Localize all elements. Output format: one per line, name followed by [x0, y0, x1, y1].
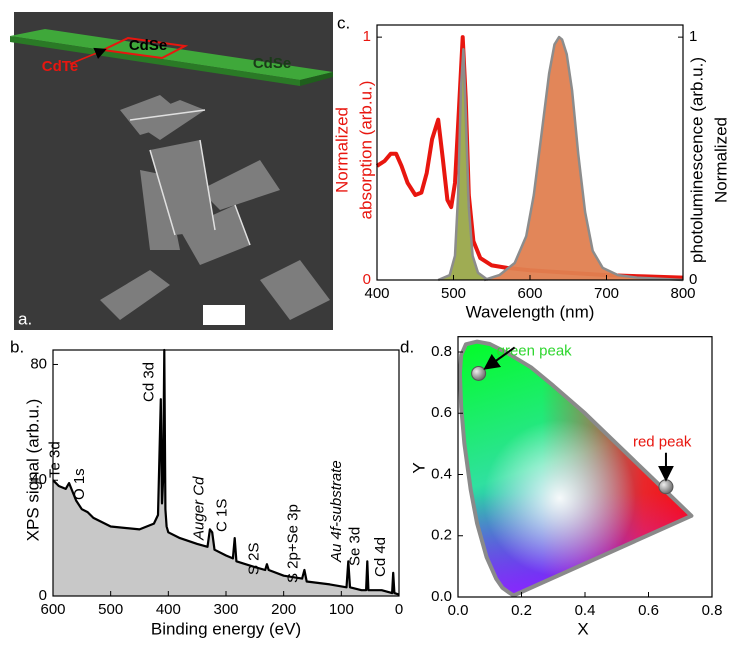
gamut-color	[459, 341, 692, 596]
x-tick-label: 400	[364, 285, 389, 302]
panel-label: a.	[18, 309, 32, 328]
x-tick-label: 600	[517, 285, 542, 302]
peak-annotation: green peak	[497, 342, 573, 359]
y-axis-label: Y	[409, 462, 428, 473]
x-axis-label: X	[577, 619, 588, 638]
y-tick-label: 0.2	[431, 527, 452, 544]
x-tick-label: 0.6	[638, 602, 659, 619]
y2-axis-label: photoluminescence (arb.u.)	[687, 57, 706, 263]
peak-label: Se 3d	[346, 527, 363, 566]
panel-label: d.	[400, 337, 414, 356]
peak-annotation: red peak	[633, 434, 692, 451]
annotation-arrow	[483, 346, 516, 370]
peak-label: Te 3d	[46, 441, 63, 478]
area-fill	[438, 49, 488, 280]
label: CdSe	[129, 37, 167, 54]
y-tick-label: 1	[363, 28, 371, 45]
peak-point	[471, 365, 487, 381]
y-tick-label: 0	[363, 271, 371, 288]
spectrum-line	[52, 348, 400, 596]
area-fill	[53, 350, 399, 596]
y-axis-label: Normalized	[332, 107, 351, 193]
x-tick-label: 600	[40, 601, 65, 618]
y-tick-label: 0.0	[431, 588, 452, 605]
label: CdTe	[42, 58, 78, 75]
peak-label: C 1S	[214, 499, 231, 532]
y-tick-label: 0.4	[431, 465, 452, 482]
x-tick-label: 200	[271, 601, 296, 618]
x-tick-label: 700	[594, 285, 619, 302]
x-tick-label: 0.8	[702, 602, 723, 619]
peak-label: Au 4f-substrate	[328, 460, 345, 563]
panel-label: b.	[10, 337, 24, 356]
x-tick-label: 0.2	[511, 602, 532, 619]
x-tick-label: 400	[156, 601, 181, 618]
x-tick-label: 800	[670, 285, 695, 302]
x-tick-label: 500	[98, 601, 123, 618]
x-axis-label: Wavelength (nm)	[466, 302, 595, 321]
y-tick-label: 0.6	[431, 404, 452, 421]
panel-label: c.	[337, 13, 350, 32]
micrograph	[10, 12, 333, 330]
y-tick-label: 0	[39, 587, 47, 604]
area-fill	[484, 37, 683, 280]
x-tick-label: 100	[329, 601, 354, 618]
y-tick-label: 1	[689, 28, 697, 45]
x-tick-label: 500	[441, 285, 466, 302]
x-tick-label: 0.4	[575, 602, 596, 619]
x-tick-label: 0	[395, 601, 403, 618]
y-tick-label: 0	[689, 271, 697, 288]
peak-label: Cd 4d	[372, 537, 389, 577]
peak-label: Cd 3d	[140, 362, 157, 402]
y-axis-label: XPS signal (arb.u.)	[23, 399, 42, 542]
x-tick-label: 0.0	[448, 602, 469, 619]
peak-point	[658, 479, 674, 495]
y-tick-label: 80	[30, 355, 47, 372]
x-axis-label: Binding energy (eV)	[151, 619, 301, 638]
gamut-boundary	[457, 339, 694, 598]
y-tick-label: 40	[30, 471, 47, 488]
y-tick-label: 0.8	[431, 343, 452, 360]
peak-label: O 1s	[71, 468, 88, 500]
peak-label: Auger Cd	[191, 476, 208, 541]
pl-line	[483, 35, 684, 282]
peak-label: S 2p+Se 3p	[285, 504, 302, 583]
x-tick-label: 300	[213, 601, 238, 618]
y-axis-label: absorption (arb.u.)	[356, 81, 375, 220]
pl-line	[437, 48, 489, 282]
label: CdSe	[253, 55, 291, 72]
y2-axis-label: Normalized	[711, 117, 730, 203]
peak-label: S 2S	[245, 542, 262, 575]
